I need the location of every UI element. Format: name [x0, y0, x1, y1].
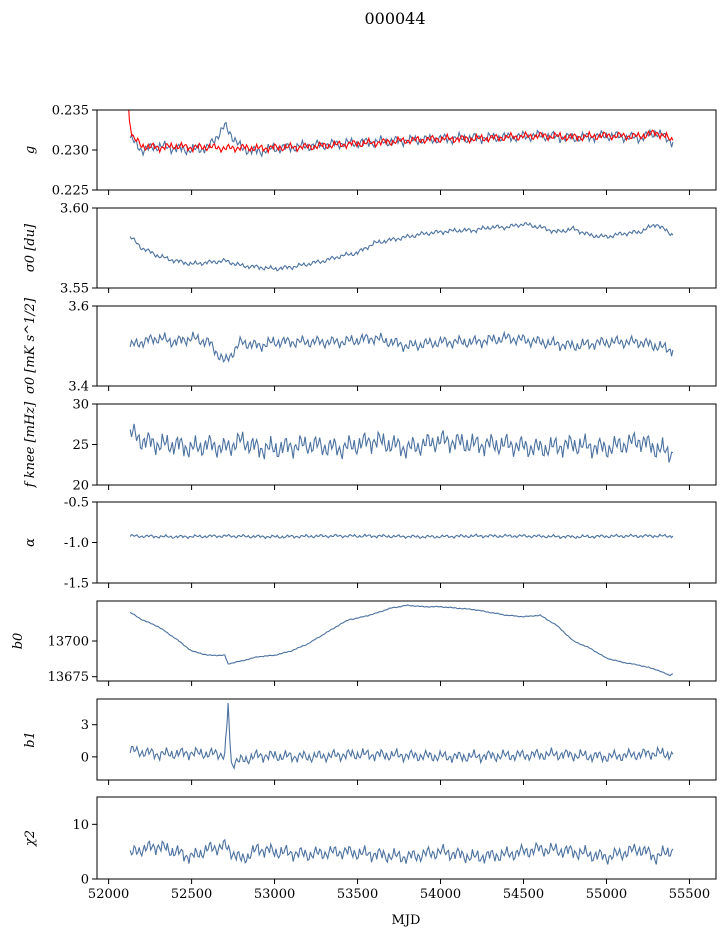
series-line-highlight	[128, 110, 674, 155]
y-tick-label: 3.60	[60, 202, 89, 217]
x-axis-label: MJD	[392, 913, 421, 928]
y-axis-label: χ2	[23, 830, 38, 847]
y-tick-label: 13675	[48, 670, 89, 685]
y-tick-label: 3.6	[68, 300, 89, 315]
y-axis-label: b1	[23, 731, 38, 748]
axes-frame	[96, 796, 717, 880]
subplot-4: 20 25 30 f knee [mHz]	[23, 398, 717, 494]
y-tick-label: 30	[72, 398, 89, 413]
y-axis-label: g	[23, 146, 38, 154]
y-tick-label: 0	[81, 750, 89, 765]
y-tick-label: -0.5	[64, 496, 89, 511]
y-tick-label: 3.55	[60, 282, 89, 297]
axes-frame	[96, 109, 717, 191]
x-tick-label: 52000	[88, 887, 129, 902]
x-tick-label: 55500	[669, 887, 710, 902]
subplots: 0.225 0.230 0.235 g 3.55 3.60 σ0 [du] 3.4 3.6 σ0 …	[11, 104, 717, 902]
y-tick-label: 0.235	[52, 104, 89, 119]
y-tick-label: 0	[81, 873, 89, 888]
axes-frame	[96, 501, 717, 584]
y-axis-label: σ0 [mK s^1/2]	[23, 297, 38, 394]
subplot-1: 0.225 0.230 0.235 g	[23, 104, 717, 199]
series-line	[129, 222, 674, 272]
subplot-6: 13675 13700 b0	[11, 600, 717, 686]
y-axis-label: f knee [mHz]	[23, 401, 38, 488]
x-tick-label: 54500	[503, 887, 544, 902]
x-tick-label: 54000	[420, 887, 461, 902]
subplot-3: 3.4 3.6 σ0 [mK s^1/2]	[23, 297, 717, 395]
y-axis-label: α	[23, 538, 38, 547]
series-line	[129, 533, 674, 540]
y-tick-label: 25	[72, 438, 89, 453]
y-axis-label: σ0 [du]	[23, 223, 38, 272]
x-tick-label: 55000	[586, 887, 627, 902]
series-line	[129, 838, 674, 865]
figure-title: 000044	[364, 9, 425, 28]
subplot-7: 0 3 b1	[23, 698, 717, 785]
x-tick-label: 52500	[171, 887, 212, 902]
x-tick-label: 53500	[337, 887, 378, 902]
series-line	[129, 702, 674, 770]
series-line	[129, 423, 674, 463]
y-tick-label: 20	[72, 479, 89, 494]
y-axis-label: b0	[11, 633, 26, 650]
y-tick-label: 10	[72, 818, 89, 833]
subplot-2: 3.55 3.60 σ0 [du]	[23, 202, 717, 297]
series-line	[129, 330, 674, 363]
axes-frame	[96, 600, 717, 682]
axes-frame	[96, 305, 717, 387]
subplot-5: -1.5 -1.0 -0.5 α	[23, 496, 717, 592]
axes-frame	[96, 698, 717, 781]
axes-frame	[96, 207, 717, 289]
x-tick-label: 53000	[254, 887, 295, 902]
subplot-8: 0 10 52000 52500 53000 53500 54000 54500 55000 55…	[23, 796, 717, 902]
y-tick-label: 3.4	[68, 380, 89, 395]
y-tick-label: 3	[81, 718, 89, 733]
y-tick-label: -1.0	[64, 536, 89, 551]
y-tick-label: -1.5	[64, 577, 89, 592]
y-tick-label: 0.225	[52, 184, 89, 199]
y-tick-label: 0.230	[52, 144, 89, 159]
series-line	[129, 604, 674, 676]
y-tick-label: 13700	[48, 635, 89, 650]
